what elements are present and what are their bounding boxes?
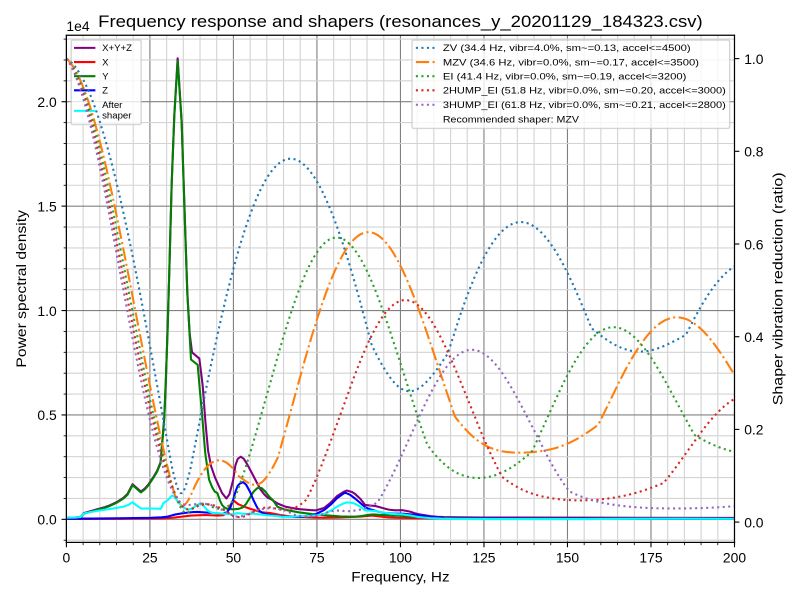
svg-text:Power spectral density: Power spectral density <box>13 210 29 368</box>
svg-text:1e4: 1e4 <box>66 18 89 34</box>
svg-text:Frequency response and shapers: Frequency response and shapers (resonanc… <box>98 12 703 31</box>
svg-text:0.8: 0.8 <box>744 144 764 160</box>
svg-text:0.4: 0.4 <box>744 329 764 345</box>
svg-text:ZV (34.4 Hz, vibr=4.0%, sm~=0.: ZV (34.4 Hz, vibr=4.0%, sm~=0.13, accel<… <box>443 43 691 54</box>
svg-text:3HUMP_EI (61.8 Hz, vibr=0.0%,: 3HUMP_EI (61.8 Hz, vibr=0.0%, sm~=0.21, … <box>443 100 726 111</box>
svg-text:Recommended shaper: MZV: Recommended shaper: MZV <box>443 115 580 126</box>
svg-text:0.0: 0.0 <box>744 514 764 530</box>
svg-text:1.5: 1.5 <box>37 198 57 214</box>
svg-text:0.6: 0.6 <box>744 236 764 252</box>
svg-text:2.0: 2.0 <box>37 94 57 110</box>
svg-text:1.0: 1.0 <box>37 303 57 319</box>
svg-text:Shaper vibration reduction (ra: Shaper vibration reduction (ratio) <box>769 172 785 405</box>
svg-text:1.0: 1.0 <box>744 51 764 67</box>
svg-text:25: 25 <box>142 550 158 566</box>
svg-text:X+Y+Z: X+Y+Z <box>102 43 132 54</box>
svg-text:175: 175 <box>639 550 662 566</box>
svg-text:Frequency, Hz: Frequency, Hz <box>351 569 449 585</box>
svg-text:Z: Z <box>102 86 108 97</box>
svg-text:75: 75 <box>309 550 325 566</box>
svg-text:0.2: 0.2 <box>744 422 764 438</box>
svg-text:After: After <box>102 100 123 111</box>
svg-text:150: 150 <box>556 550 579 566</box>
svg-text:0.5: 0.5 <box>37 407 57 423</box>
svg-text:0.0: 0.0 <box>37 512 57 528</box>
svg-text:MZV (34.6 Hz, vibr=0.0%, sm~=0: MZV (34.6 Hz, vibr=0.0%, sm~=0.17, accel… <box>443 57 699 68</box>
svg-text:0: 0 <box>63 550 71 566</box>
svg-text:2HUMP_EI (51.8 Hz, vibr=0.0%,: 2HUMP_EI (51.8 Hz, vibr=0.0%, sm~=0.20, … <box>443 86 726 97</box>
svg-text:X: X <box>102 57 109 68</box>
svg-text:shaper: shaper <box>102 111 132 122</box>
svg-text:Y: Y <box>102 72 109 83</box>
svg-text:125: 125 <box>472 550 495 566</box>
svg-text:50: 50 <box>226 550 242 566</box>
svg-text:EI (41.4 Hz, vibr=0.0%, sm~=0.: EI (41.4 Hz, vibr=0.0%, sm~=0.19, accel<… <box>443 72 687 83</box>
svg-text:200: 200 <box>723 550 746 566</box>
svg-text:100: 100 <box>389 550 412 566</box>
